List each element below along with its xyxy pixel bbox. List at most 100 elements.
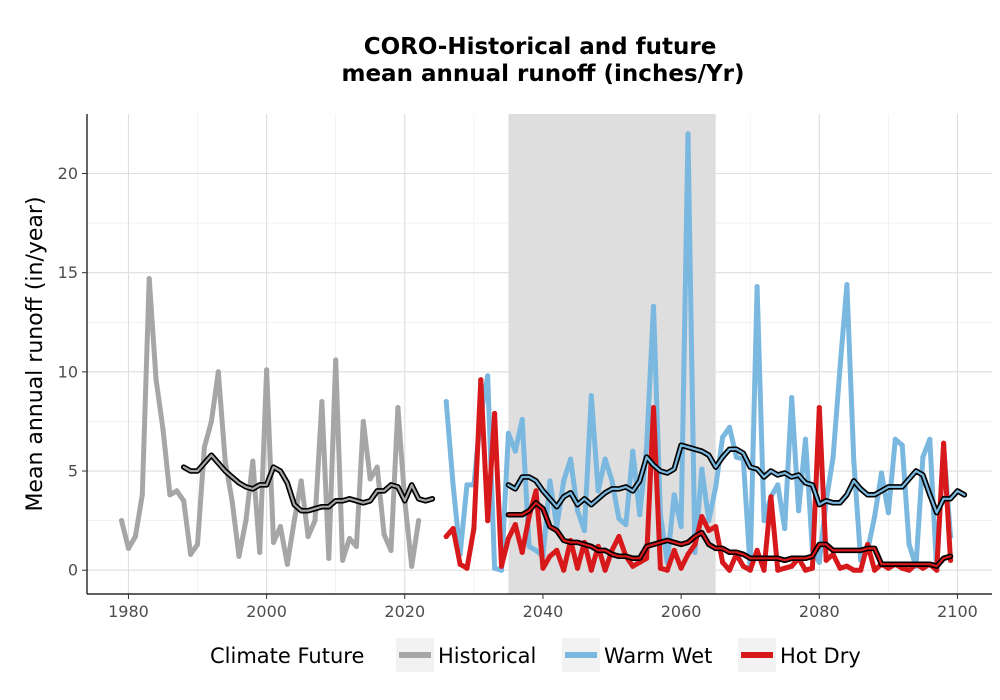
data-point-warm-wet xyxy=(533,547,539,553)
y-tick-label: 10 xyxy=(58,362,78,381)
data-point-historical xyxy=(381,531,387,538)
data-point-warm-wet xyxy=(526,543,532,549)
data-point-warm-wet xyxy=(692,549,698,555)
data-point-historical xyxy=(395,404,401,411)
data-point-warm-wet xyxy=(630,448,636,454)
data-point-hot-dry xyxy=(851,567,857,573)
data-point-hot-dry xyxy=(699,514,705,520)
data-point-hot-dry xyxy=(719,559,726,565)
data-point-hot-dry xyxy=(692,541,698,548)
data-point-historical xyxy=(208,418,214,425)
x-tick-label: 2000 xyxy=(246,602,287,621)
data-point-hot-dry xyxy=(485,518,491,524)
data-point-historical xyxy=(333,357,339,363)
data-point-hot-dry xyxy=(519,549,525,555)
data-point-warm-wet xyxy=(588,393,594,399)
legend: Climate Future Historical Warm Wet Hot Dry xyxy=(210,638,861,672)
data-point-warm-wet xyxy=(761,518,767,524)
y-axis-label: Mean annual runoff (in/year) xyxy=(23,196,48,511)
data-point-historical xyxy=(201,444,208,450)
data-point-historical xyxy=(353,543,360,549)
data-point-warm-wet xyxy=(623,521,629,528)
data-point-historical xyxy=(125,545,132,551)
data-point-historical xyxy=(132,533,138,540)
data-point-hot-dry xyxy=(837,565,843,571)
data-point-historical xyxy=(229,498,235,504)
y-tick-label: 5 xyxy=(68,462,78,481)
chart-title-line1: CORO-Historical and future xyxy=(364,34,717,60)
data-point-hot-dry xyxy=(616,533,622,540)
data-point-warm-wet xyxy=(574,508,581,514)
data-point-warm-wet xyxy=(464,482,470,488)
data-point-historical xyxy=(270,539,277,546)
data-point-historical xyxy=(319,399,325,405)
data-point-hot-dry xyxy=(643,555,650,561)
data-point-warm-wet xyxy=(581,527,588,534)
data-point-historical xyxy=(167,492,173,498)
data-point-hot-dry xyxy=(713,523,719,530)
data-point-hot-dry xyxy=(471,525,477,532)
data-point-hot-dry xyxy=(761,567,767,573)
data-point-warm-wet xyxy=(643,444,650,450)
data-point-hot-dry xyxy=(540,565,546,571)
data-point-hot-dry xyxy=(809,565,815,571)
data-point-warm-wet xyxy=(637,512,643,518)
data-point-historical xyxy=(215,369,221,375)
data-point-hot-dry xyxy=(871,567,878,573)
data-point-hot-dry xyxy=(678,565,684,571)
data-point-historical xyxy=(243,518,249,524)
data-point-hot-dry xyxy=(650,404,657,411)
data-point-warm-wet xyxy=(512,448,518,454)
data-point-historical xyxy=(312,518,318,524)
data-point-historical xyxy=(264,367,270,373)
data-point-warm-wet xyxy=(789,395,795,401)
data-point-hot-dry xyxy=(747,567,753,573)
data-point-warm-wet xyxy=(851,458,857,464)
data-point-warm-wet xyxy=(671,492,677,498)
y-tick-label: 15 xyxy=(58,263,78,282)
data-point-historical xyxy=(160,426,166,432)
data-point-historical xyxy=(257,549,263,555)
data-point-historical xyxy=(250,458,256,464)
data-point-historical xyxy=(291,518,297,524)
smooth-line-warm-wet xyxy=(507,444,966,514)
data-point-hot-dry xyxy=(547,553,553,559)
plot-area: 1980 2000 2020 2040 2060 2080 2100 0 5 10 15 20 xyxy=(58,114,992,621)
data-point-historical xyxy=(146,276,152,282)
data-point-hot-dry xyxy=(561,567,567,573)
data-point-historical xyxy=(277,523,284,530)
data-point-hot-dry xyxy=(754,547,760,553)
data-point-hot-dry xyxy=(657,565,663,571)
data-point-hot-dry xyxy=(450,525,456,532)
data-point-warm-wet xyxy=(782,525,788,532)
data-point-warm-wet xyxy=(906,541,912,548)
data-point-historical xyxy=(118,518,125,524)
data-point-warm-wet xyxy=(616,516,622,522)
chart-title-line2: mean annual runoff (inches/Yr) xyxy=(341,61,744,87)
data-point-hot-dry xyxy=(491,410,498,417)
data-point-warm-wet xyxy=(609,478,615,484)
data-point-hot-dry xyxy=(706,527,712,534)
data-point-hot-dry xyxy=(906,567,912,573)
data-point-warm-wet xyxy=(595,488,601,494)
data-point-hot-dry xyxy=(844,563,850,569)
legend-title: Climate Future xyxy=(210,644,364,668)
data-point-warm-wet xyxy=(719,434,726,440)
data-point-historical xyxy=(346,535,353,542)
data-point-hot-dry xyxy=(823,557,829,563)
data-point-hot-dry xyxy=(782,565,788,571)
data-point-warm-wet xyxy=(519,416,525,423)
x-tick-label: 2100 xyxy=(937,602,978,621)
data-point-historical xyxy=(416,518,422,524)
data-point-warm-wet xyxy=(491,565,498,571)
data-point-hot-dry xyxy=(498,563,505,569)
data-point-hot-dry xyxy=(464,565,470,571)
x-tick-label: 1980 xyxy=(108,602,149,621)
data-point-hot-dry xyxy=(505,535,512,542)
data-point-hot-dry xyxy=(775,567,781,573)
data-point-historical xyxy=(188,551,194,557)
data-point-hot-dry xyxy=(554,547,560,553)
data-point-historical xyxy=(181,498,187,504)
data-point-hot-dry xyxy=(526,514,532,520)
data-point-warm-wet xyxy=(754,283,760,290)
